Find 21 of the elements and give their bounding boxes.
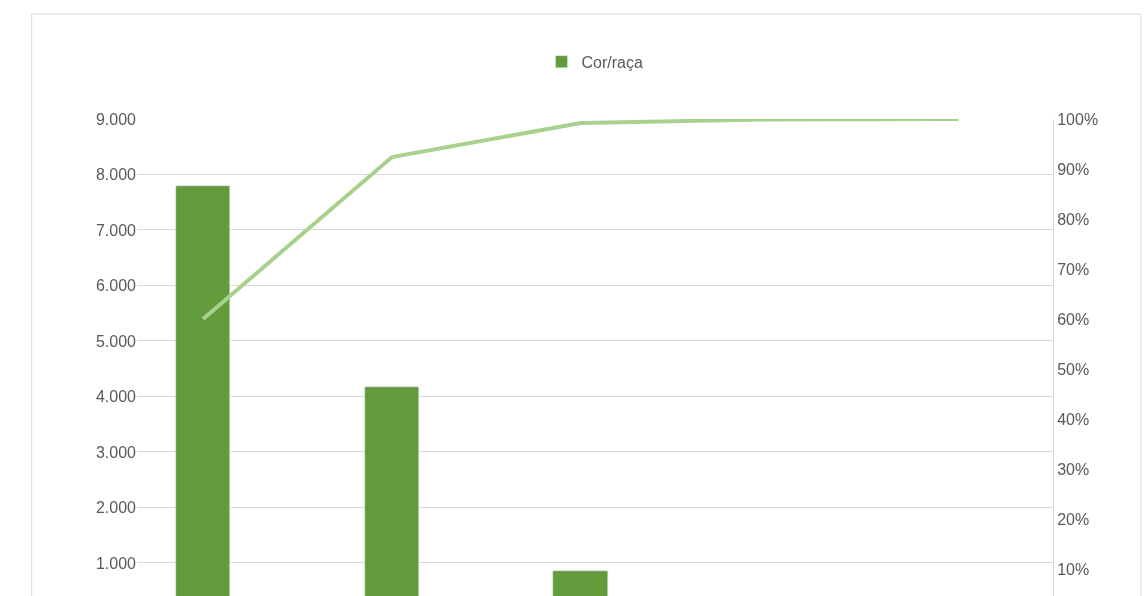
y2-tick-label: 80% — [1057, 210, 1090, 228]
y2-tick-label: 40% — [1057, 410, 1090, 428]
y2-tick-label: 30% — [1057, 460, 1090, 478]
y-tick-label: 6.000 — [95, 277, 137, 295]
y2-tick-label: 70% — [1057, 260, 1090, 278]
y2-tick-label: 10% — [1057, 560, 1090, 578]
y2-tick-label: 60% — [1057, 310, 1090, 328]
y-tick-label: 9.000 — [95, 110, 137, 128]
y2-tick-label: 20% — [1057, 510, 1090, 528]
y-tick-label: 7.000 — [95, 221, 137, 239]
y2-tick-label: 50% — [1057, 360, 1090, 378]
y-tick-label: 1.000 — [95, 554, 137, 572]
legend-label: Cor/raça — [581, 53, 643, 71]
y-tick-label: 4.000 — [95, 388, 137, 406]
y2-tick-label: 90% — [1057, 160, 1090, 178]
y-tick-label: 3.000 — [95, 443, 137, 461]
y-tick-label: 2.000 — [95, 499, 137, 517]
y2-tick-label: 100% — [1057, 110, 1099, 128]
y-tick-label: 8.000 — [95, 166, 137, 184]
y-tick-label: 5.000 — [95, 332, 137, 350]
line-series — [201, 119, 961, 321]
